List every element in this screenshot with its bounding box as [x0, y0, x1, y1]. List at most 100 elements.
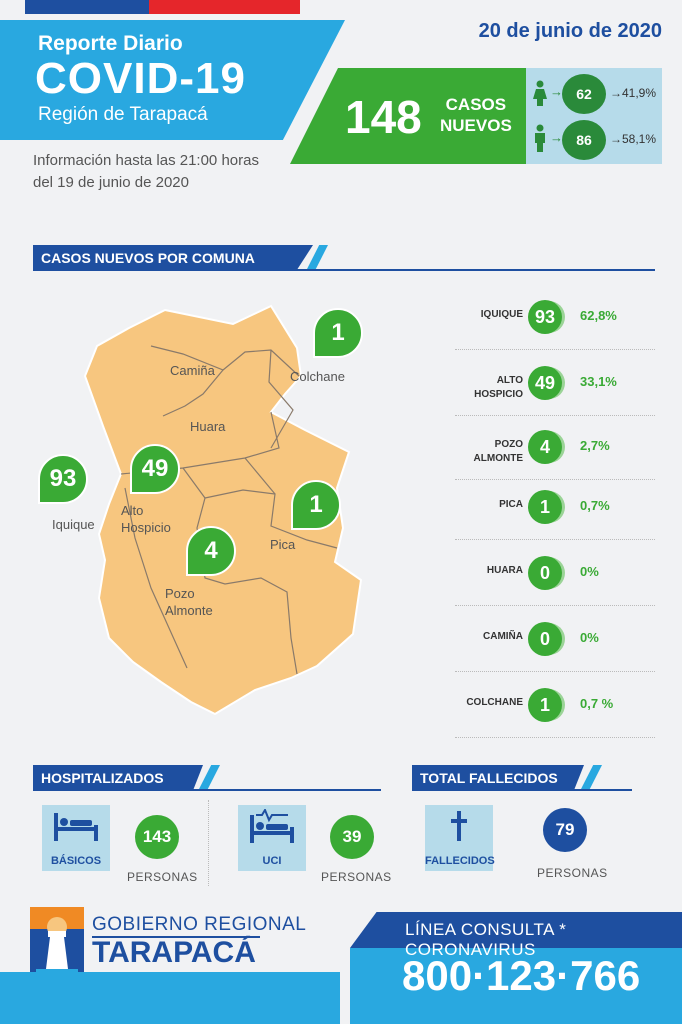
map-label-alto: Alto — [121, 503, 144, 518]
new-cases-banner — [290, 68, 530, 164]
map-pin-alto-hospicio: 49 — [130, 444, 180, 494]
gobierno-divider — [92, 936, 260, 938]
fallecidos-title: TOTAL FALLECIDOS — [412, 765, 584, 791]
pica-border — [204, 489, 338, 549]
comuna-name: PICA — [443, 498, 523, 512]
basicos-unit: PERSONAS — [127, 870, 198, 884]
comuna-name-1: ALTO — [496, 375, 523, 386]
basicos-box: BÁSICOS — [42, 805, 110, 871]
top-bar-red — [149, 0, 300, 14]
map-label-pozo-almonte: Pozo Almonte — [165, 585, 213, 619]
map-label-colchane: Colchane — [290, 369, 345, 384]
comuna-name: POZO ALMONTE — [443, 438, 523, 466]
comuna-value: 0 — [528, 622, 562, 656]
new-cases-label-2: NUEVOS — [440, 116, 512, 135]
map-region-outline — [83, 304, 363, 716]
comuna-row: ALTO HOSPICIO 49 33,1% — [455, 360, 655, 416]
comuna-pct: 0,7 % — [580, 696, 614, 711]
comuna-name-1: CAMIÑA — [483, 631, 523, 642]
iquique-border — [124, 487, 188, 669]
fallecidos-unit: PERSONAS — [537, 866, 608, 880]
fallecidos-box: FALLECIDOS — [425, 805, 495, 871]
hospital-bed-icon — [54, 813, 98, 841]
cross-icon — [451, 811, 467, 841]
comuna-row: COLCHANE 1 0,7 % — [455, 682, 655, 738]
comuna-name: ALTO HOSPICIO — [443, 374, 523, 402]
phone-band — [350, 948, 682, 1024]
divider — [208, 800, 209, 886]
icu-bed-icon — [250, 809, 294, 843]
new-cases-label: CASOS NUEVOS — [440, 94, 512, 136]
comuna-row: POZO ALMONTE 4 2,7% — [455, 424, 655, 480]
female-icon — [533, 80, 547, 106]
basicos-label: BÁSICOS — [50, 855, 102, 867]
comuna-pct: 0% — [580, 564, 599, 579]
male-pct-value: 58,1% — [622, 132, 657, 146]
comuna-pct: 33,1% — [580, 374, 617, 389]
comuna-pct: 0,7% — [580, 498, 610, 513]
male-icon — [535, 124, 545, 152]
top-bar-blue — [25, 0, 149, 14]
info-text: Información hasta las 21:00 horas del 19… — [33, 150, 259, 194]
hospitalizados-header: HOSPITALIZADOS — [33, 765, 203, 791]
male-pct: →58,1% — [610, 132, 657, 146]
gobierno-line-2: TARAPACÁ — [92, 936, 256, 969]
comuna-name-1: IQUIQUE — [480, 309, 523, 320]
top-color-bar — [25, 0, 300, 14]
comuna-name: IQUIQUE — [443, 308, 523, 322]
map-label-pica: Pica — [270, 537, 296, 552]
comuna-value: 0 — [528, 556, 562, 590]
map-label-hospicio: Hospicio — [121, 520, 171, 535]
comuna-row: PICA 1 0,7% — [455, 484, 655, 540]
female-row: → 62 →41,9% — [530, 72, 662, 114]
map-label-alto-hospicio: Alto Hospicio — [121, 502, 171, 536]
comuna-value: 1 — [528, 688, 562, 722]
region-name: Región de Tarapacá — [38, 104, 208, 125]
pica-north-border — [244, 457, 276, 495]
title-big: COVID-19 — [35, 54, 246, 103]
comuna-pct: 62,8% — [580, 308, 617, 323]
map-label-iquique: Iquique — [52, 517, 95, 532]
alto-hospicio-border — [182, 467, 206, 499]
female-pct-value: 41,9% — [622, 86, 657, 100]
comuna-name-1: HUARA — [486, 565, 523, 576]
uci-label: UCI — [262, 855, 282, 867]
map-pin-pozo-almonte: 4 — [186, 526, 236, 576]
comuna-value: 93 — [528, 300, 562, 334]
title-small: Reporte Diario — [38, 32, 183, 55]
arrow-icon: → — [550, 84, 563, 99]
comuna-value: 4 — [528, 430, 562, 464]
linea-band — [350, 912, 682, 948]
map-label-huara: Huara — [190, 419, 226, 434]
comuna-value: 49 — [528, 366, 562, 400]
info-line-2: del 19 de junio de 2020 — [33, 174, 189, 191]
comuna-name-2: ALMONTE — [473, 453, 523, 464]
map-label-pozo: Pozo — [165, 586, 195, 601]
map-pin-pica: 1 — [291, 480, 341, 530]
map-label-almonte: Almonte — [165, 603, 213, 618]
fallecidos-value: 79 — [543, 808, 587, 852]
new-cases-value: 148 — [345, 91, 422, 143]
colchane-border — [222, 349, 300, 377]
comuna-name: CAMIÑA — [443, 630, 523, 644]
fallecidos-header: TOTAL FALLECIDOS — [412, 765, 584, 791]
tarapaca-map — [83, 304, 363, 716]
comuna-row: IQUIQUE 93 62,8% — [455, 294, 655, 350]
comuna-name-1: COLCHANE — [466, 697, 523, 708]
comuna-pct: 2,7% — [580, 438, 610, 453]
report-date: 20 de junio de 2020 — [478, 20, 662, 42]
uci-unit: PERSONAS — [321, 870, 392, 884]
arrow-icon: → — [550, 130, 563, 145]
gobierno-logo — [30, 907, 84, 979]
phone-number[interactable]: 800·123·766 — [402, 952, 641, 999]
comuna-pct: 0% — [580, 630, 599, 645]
footer-left-band — [0, 972, 340, 1024]
linea-consulta: LÍNEA CONSULTA * CORONAVIRUS — [405, 920, 567, 959]
male-row: → 86 →58,1% — [530, 118, 662, 160]
female-cases-circle: 62 — [562, 74, 606, 114]
hospitalizados-line — [33, 789, 381, 791]
huara-east-border — [268, 349, 294, 449]
title-banner — [0, 20, 345, 140]
comuna-name-1: POZO — [494, 439, 523, 450]
comuna-name-1: PICA — [499, 499, 523, 510]
